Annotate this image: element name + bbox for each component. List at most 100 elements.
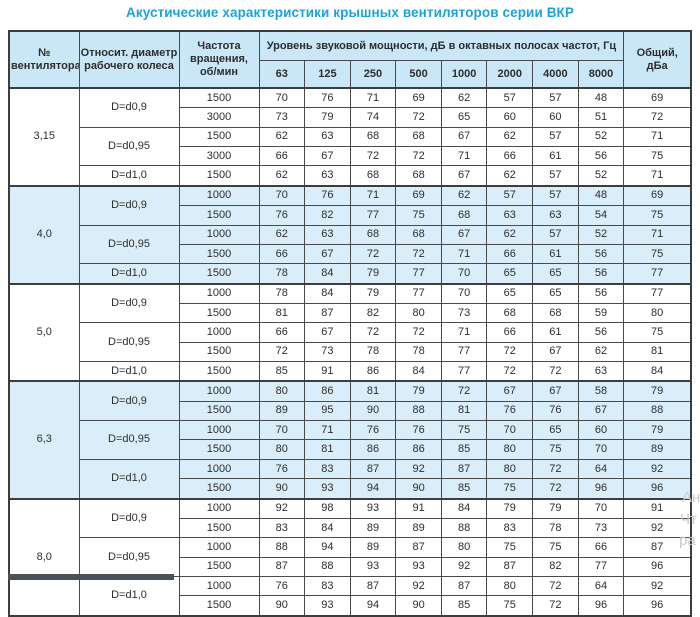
cell-level: 72 <box>532 361 579 382</box>
cell-level: 75 <box>440 420 488 441</box>
table-row: D=d0,95 1500 62 63 68 68 67 62 57 52 71 <box>9 126 692 167</box>
cell-total: 81 <box>623 341 692 363</box>
cell-level: 80 <box>486 458 534 480</box>
cell-level: 67 <box>486 380 534 402</box>
cell-level: 76 <box>258 575 306 597</box>
cell-level: 89 <box>349 517 397 539</box>
cell-level: 56 <box>577 263 625 285</box>
cell-total: 92 <box>623 458 692 480</box>
table-row: 5,0 D=d0,9 1000 78 84 79 77 70 65 65 56 77 <box>8 282 692 382</box>
cell-level: 77 <box>349 205 397 226</box>
cell-rpm: 1500 <box>178 595 260 617</box>
cell-rpm: 1500 <box>178 126 260 148</box>
cell-level: 63 <box>486 205 534 226</box>
cell-diameter: D=d0,9 <box>78 380 180 422</box>
cell-total: 75 <box>623 146 692 167</box>
cell-level: 85 <box>440 595 488 617</box>
cell-total: 72 <box>623 107 692 128</box>
cell-level: 67 <box>440 224 488 245</box>
cell-level: 82 <box>304 205 351 226</box>
cell-diameter: D=d1,0 <box>78 165 180 187</box>
cell-level: 66 <box>486 243 534 265</box>
cell-level: 78 <box>258 263 306 285</box>
cell-diameter: D=d1,0 <box>78 361 180 382</box>
cell-level: 75 <box>532 439 579 460</box>
header-freq-125: 125 <box>304 60 351 89</box>
cell-level: 68 <box>395 126 442 148</box>
cell-level: 75 <box>486 537 534 558</box>
table-row: D=d0,95 1000 88 94 89 87 80 75 75 66 87 <box>9 537 692 577</box>
cell-level: 84 <box>304 517 351 539</box>
cell-rpm: 1500 <box>178 243 260 265</box>
table-row: 1500 80 81 86 86 85 80 75 70 89 <box>9 439 692 460</box>
cell-level: 52 <box>577 165 625 187</box>
cell-rpm: 1500 <box>178 87 260 109</box>
cell-level: 93 <box>349 497 397 519</box>
table-row: D=d1,0 1500 62 63 68 68 67 62 57 52 71 <box>9 165 692 187</box>
cell-level: 94 <box>349 595 397 617</box>
cell-level: 65 <box>440 107 488 128</box>
cell-level: 84 <box>304 263 351 285</box>
cell-level: 61 <box>532 146 579 167</box>
cell-level: 72 <box>532 595 579 617</box>
cell-level: 69 <box>395 184 442 207</box>
cell-level: 61 <box>532 322 579 343</box>
cell-level: 58 <box>577 380 625 402</box>
table-row: D=d1,0 1000 76 83 87 92 87 80 72 64 92 <box>9 458 692 500</box>
cell-level: 72 <box>440 380 488 402</box>
cell-level: 83 <box>258 517 306 539</box>
cell-level: 90 <box>349 400 397 422</box>
cell-rpm: 1500 <box>178 478 260 500</box>
cell-rpm: 3000 <box>178 146 260 167</box>
cell-level: 81 <box>258 302 306 324</box>
cell-rpm: 1000 <box>178 420 260 441</box>
cell-level: 81 <box>349 380 397 402</box>
cell-level: 89 <box>258 400 306 422</box>
cell-level: 60 <box>486 107 534 128</box>
cell-level: 87 <box>440 575 488 597</box>
cell-level: 67 <box>304 243 351 265</box>
cell-level: 85 <box>440 478 488 500</box>
cell-level: 62 <box>486 224 534 245</box>
cell-level: 70 <box>258 184 306 207</box>
cell-level: 72 <box>532 575 579 597</box>
cell-level: 63 <box>577 361 625 382</box>
cell-level: 72 <box>349 243 397 265</box>
cell-rpm: 3000 <box>178 107 260 128</box>
cell-total: 77 <box>623 263 692 285</box>
cell-rpm: 1000 <box>178 184 260 207</box>
cell-level: 93 <box>304 478 351 500</box>
cell-level: 77 <box>577 556 625 577</box>
cell-diameter: D=d1,0 <box>78 263 180 285</box>
cell-level: 65 <box>532 420 579 441</box>
cell-level: 87 <box>258 556 306 577</box>
cell-level: 62 <box>440 184 488 207</box>
cell-level: 72 <box>395 243 442 265</box>
page-title: Акустические характеристики крышных вент… <box>125 5 574 20</box>
cell-level: 73 <box>577 517 625 539</box>
cell-level: 83 <box>304 575 351 597</box>
cell-level: 73 <box>258 107 306 128</box>
cell-level: 66 <box>258 243 306 265</box>
cell-diameter: D=d0,9 <box>78 184 180 226</box>
cell-level: 52 <box>577 224 625 245</box>
cell-level: 86 <box>304 380 351 402</box>
cell-total: 75 <box>623 205 692 226</box>
cell-level: 70 <box>577 439 625 460</box>
cell-level: 71 <box>349 184 397 207</box>
cell-level: 76 <box>486 400 534 422</box>
cell-level: 93 <box>349 556 397 577</box>
cell-level: 69 <box>395 87 442 109</box>
cell-level: 67 <box>440 165 488 187</box>
cell-level: 72 <box>258 341 306 363</box>
cell-level: 71 <box>440 322 488 343</box>
cell-rpm: 1000 <box>178 282 260 304</box>
cell-rpm: 1500 <box>178 165 260 187</box>
cell-level: 70 <box>486 420 534 441</box>
cell-level: 96 <box>577 478 625 500</box>
cell-level: 68 <box>532 302 579 324</box>
table-body: 3,15 D=d0,9 1500 70 76 71 69 62 57 57 48 69 3000 73 79… <box>8 86 692 617</box>
cell-level: 82 <box>532 556 579 577</box>
cell-level: 78 <box>395 341 442 363</box>
cell-level: 72 <box>349 322 397 343</box>
